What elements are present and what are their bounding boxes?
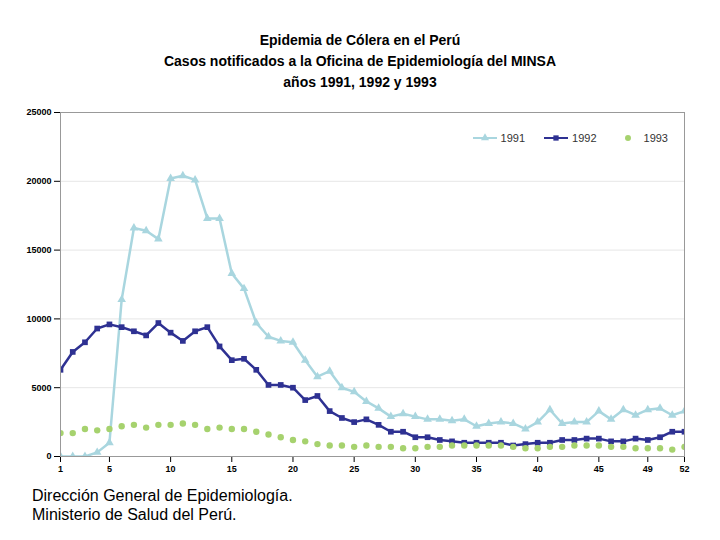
html-text:Dirección General de Epidemiol: Dirección General de Epidemiología. xyxy=(32,487,293,504)
svg-text:25: 25 xyxy=(349,464,359,474)
html-text:Casos notificados a la Oficina: Casos notificados a la Oficina de Epidem… xyxy=(164,53,556,69)
svg-text:35: 35 xyxy=(471,464,481,474)
svg-text:10: 10 xyxy=(166,464,176,474)
svg-text:15: 15 xyxy=(227,464,237,474)
html-text:años 1991, 1992 y 1993: años 1991, 1992 y 1993 xyxy=(283,74,437,90)
svg-text:0: 0 xyxy=(46,451,51,461)
svg-text:5000: 5000 xyxy=(31,383,51,393)
html-text:1991: 1991 xyxy=(500,132,525,144)
svg-text:10000: 10000 xyxy=(26,314,51,324)
svg-text:45: 45 xyxy=(594,464,604,474)
html-text:1993: 1993 xyxy=(643,132,668,144)
svg-text:5: 5 xyxy=(107,464,112,474)
html-text:Ministerio de Salud del Perú.: Ministerio de Salud del Perú. xyxy=(32,506,237,523)
svg-text:49: 49 xyxy=(643,464,653,474)
html-text:Epidemia de Cólera en el Perú: Epidemia de Cólera en el Perú xyxy=(259,32,461,48)
html-text:1992: 1992 xyxy=(572,132,597,144)
svg-text:25000: 25000 xyxy=(26,107,51,117)
svg-text:20: 20 xyxy=(288,464,298,474)
svg-text:52: 52 xyxy=(679,464,689,474)
svg-text:1: 1 xyxy=(58,464,63,474)
svg-text:40: 40 xyxy=(533,464,543,474)
svg-text:20000: 20000 xyxy=(26,176,51,186)
svg-text:30: 30 xyxy=(410,464,420,474)
svg-text:15000: 15000 xyxy=(26,245,51,255)
